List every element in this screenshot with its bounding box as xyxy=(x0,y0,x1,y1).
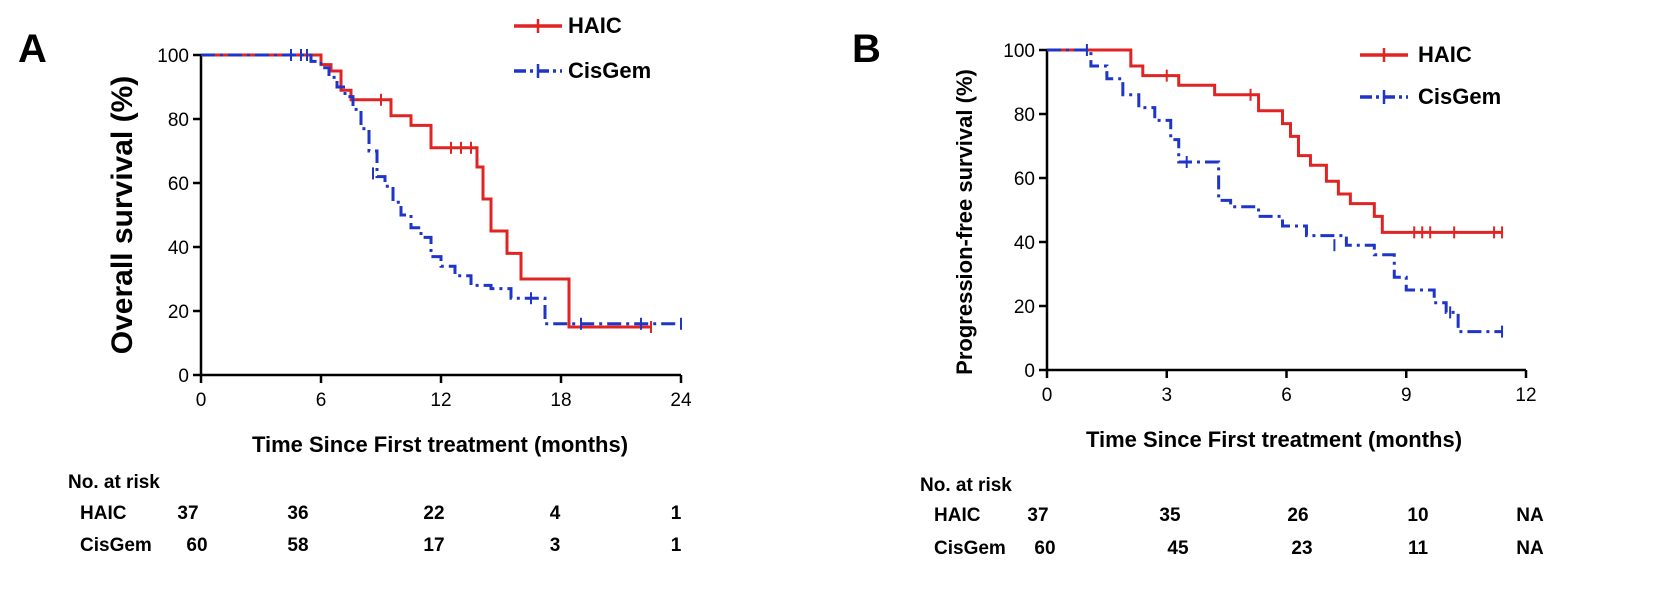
panel-b-y-tick-label: 60 xyxy=(1014,169,1035,190)
panel-a-x-tick-label: 18 xyxy=(550,390,571,411)
panel-a-risk-cisgem-t24: 1 xyxy=(671,535,682,556)
panel-b-risk-cisgem-t9: 11 xyxy=(1408,538,1429,559)
panel-a-legend: HAIC CisGem xyxy=(514,13,651,83)
panel-b-risk-cisgem-t0: 60 xyxy=(1034,538,1055,559)
panel-b: B Progression-free survival (%) 02040608… xyxy=(852,27,1544,559)
panel-a-risk-haic-t6: 36 xyxy=(287,503,308,524)
panel-a-y-tick-label: 100 xyxy=(157,46,189,67)
panel-a-risk-title: No. at risk xyxy=(68,472,160,493)
panel-a-x-tick-label: 0 xyxy=(196,390,207,411)
panel-a-legend-label-cisgem: CisGem xyxy=(568,58,651,83)
panel-b-legend: HAIC CisGem xyxy=(1360,42,1501,109)
panel-a-y-tick-label: 60 xyxy=(168,174,189,195)
panel-a-risk-haic-t0: 37 xyxy=(177,503,198,524)
panel-b-risk-table: No. at risk HAIC CisGem 37 35 26 10 NA 6… xyxy=(920,475,1544,559)
panel-b-x-tick-label: 9 xyxy=(1401,385,1412,406)
panel-a-risk-haic-t24: 1 xyxy=(671,503,682,524)
panel-b-y-tick-label: 80 xyxy=(1014,105,1035,126)
panel-b-x-tick-label: 12 xyxy=(1515,385,1536,406)
panel-a-x-tick-label: 12 xyxy=(430,390,451,411)
panel-a-risk-cisgem-t6: 58 xyxy=(287,535,308,556)
panel-a-y-tick-label: 20 xyxy=(168,302,189,323)
panel-b-y-tick-label: 40 xyxy=(1014,233,1035,254)
panel-b-x-tick-label: 0 xyxy=(1042,385,1053,406)
panel-b-risk-title: No. at risk xyxy=(920,475,1012,496)
panel-b-risk-row-label-cisgem: CisGem xyxy=(934,538,1006,559)
panel-b-y-tick-label: 100 xyxy=(1003,41,1035,62)
panel-b-risk-cisgem-t3: 45 xyxy=(1167,538,1189,559)
panel-a-y-tick-label: 0 xyxy=(178,366,189,387)
panel-a: A Overall survival (%) 0 20 40 60 80 100 0 6 12 1… xyxy=(18,13,692,556)
panel-b-curve-cisgem xyxy=(1047,48,1503,334)
panel-a-risk-cisgem-t18: 3 xyxy=(550,535,561,556)
panel-b-x-tick-label: 3 xyxy=(1161,385,1172,406)
panel-b-risk-cisgem-t12: NA xyxy=(1516,538,1544,559)
panel-a-legend-swatch-haic xyxy=(514,19,562,33)
panel-a-risk-row-label-cisgem: CisGem xyxy=(80,535,152,556)
panel-a-y-tick-label: 40 xyxy=(168,238,189,259)
panel-b-y-tick-label: 20 xyxy=(1014,297,1035,318)
panel-b-risk-haic-t9: 10 xyxy=(1407,505,1428,526)
panel-a-legend-swatch-cisgem xyxy=(514,64,562,78)
panel-a-risk-haic-t18: 4 xyxy=(550,503,561,524)
panel-b-risk-cisgem-t6: 23 xyxy=(1291,538,1312,559)
panel-a-risk-table: No. at risk HAIC CisGem 37 36 22 4 1 60 … xyxy=(68,472,682,556)
panel-a-risk-cisgem-t12: 17 xyxy=(423,535,444,556)
panel-b-plot-area: 0 20 40 60 80 100 0 3 6 9 12 xyxy=(1003,41,1536,406)
panel-b-risk-row-label-haic: HAIC xyxy=(934,505,981,526)
panel-a-y-tick-label: 80 xyxy=(168,110,189,131)
panel-b-legend-swatch-cisgem xyxy=(1360,90,1408,104)
panel-b-x-axis-title: Time Since First treatment (months) xyxy=(1086,427,1462,452)
panel-b-risk-haic-t12: NA xyxy=(1516,505,1544,526)
panel-b-y-axis-title: Progression-free survival (%) xyxy=(952,69,977,375)
panel-a-risk-haic-t12: 22 xyxy=(423,503,444,524)
panel-b-risk-haic-t3: 35 xyxy=(1159,505,1181,526)
panel-b-letter: B xyxy=(852,27,881,71)
panel-a-risk-cisgem-t0: 60 xyxy=(186,535,207,556)
panel-b-risk-haic-t6: 26 xyxy=(1287,505,1308,526)
panel-b-legend-label-cisgem: CisGem xyxy=(1418,84,1501,109)
panel-a-y-axis-title: Overall survival (%) xyxy=(106,76,139,354)
panel-a-curve-cisgem xyxy=(201,53,681,326)
panel-b-legend-label-haic: HAIC xyxy=(1418,42,1472,67)
panel-b-y-tick-label: 0 xyxy=(1024,361,1035,382)
panel-a-x-axis-title: Time Since First treatment (months) xyxy=(252,432,628,457)
panel-a-letter: A xyxy=(18,27,47,71)
panel-b-curve-haic xyxy=(1047,48,1503,234)
panel-a-legend-label-haic: HAIC xyxy=(568,13,622,38)
panel-a-risk-row-label-haic: HAIC xyxy=(80,503,127,524)
panel-a-curve-haic xyxy=(201,53,651,329)
panel-a-x-tick-label: 6 xyxy=(316,390,327,411)
panel-a-plot-area: 0 20 40 60 80 100 0 6 12 18 24 xyxy=(157,46,692,411)
panel-a-x-tick-label: 24 xyxy=(670,390,692,411)
panel-b-legend-swatch-haic xyxy=(1360,48,1408,62)
panel-b-x-tick-label: 6 xyxy=(1281,385,1292,406)
panel-b-risk-haic-t0: 37 xyxy=(1027,505,1048,526)
